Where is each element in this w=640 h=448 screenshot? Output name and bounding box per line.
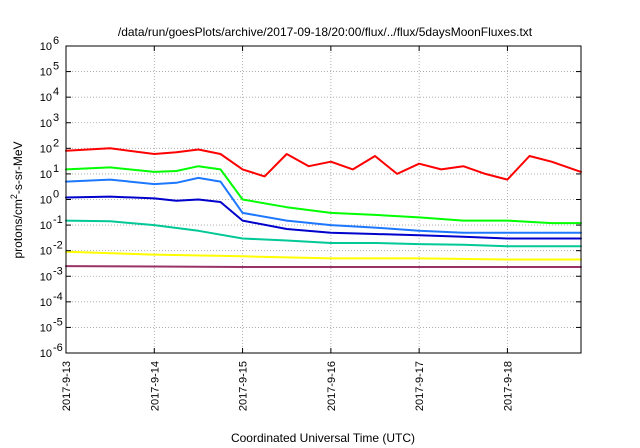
y-tick-label: 10 xyxy=(40,92,52,104)
y-tick-label: 10 xyxy=(40,118,52,130)
x-tick-label: 2017-9-13 xyxy=(61,361,73,411)
x-tick-label: 2017-9-15 xyxy=(238,361,250,411)
series-group xyxy=(65,147,582,268)
y-tick-label: 10 xyxy=(40,169,52,181)
x-axis: 2017-9-13 2017-9-14 2017-9-15 2017-9-16 2017… xyxy=(61,46,514,411)
y-tick-label: 10 xyxy=(40,348,52,360)
y-tick-label-exponent: 0 xyxy=(53,189,59,201)
x-axis-label: Coordinated Universal Time (UTC) xyxy=(231,431,415,445)
y-tick-label-exponent: 2 xyxy=(53,137,59,149)
y-tick-label: 10 xyxy=(40,271,52,283)
series-line-0 xyxy=(65,147,582,181)
y-tick-label-exponent: -4 xyxy=(53,291,63,303)
series-line-2 xyxy=(65,176,582,234)
y-tick-label-exponent: -5 xyxy=(53,316,63,328)
series-line-5 xyxy=(65,250,582,261)
y-tick-label-exponent: 3 xyxy=(53,112,59,124)
grid-lines xyxy=(66,46,581,353)
y-tick-label-exponent: 6 xyxy=(53,35,59,47)
y-tick-label: 10 xyxy=(40,297,52,309)
series-line-3 xyxy=(65,195,582,240)
x-tick-label: 2017-9-14 xyxy=(149,361,161,411)
x-tick-label: 2017-9-18 xyxy=(502,361,514,411)
x-tick-label: 2017-9-17 xyxy=(414,361,426,411)
series-line-4 xyxy=(65,219,582,248)
y-tick-label-exponent: -3 xyxy=(53,265,63,277)
y-tick-label-exponent: 1 xyxy=(53,163,59,175)
y-tick-label: 10 xyxy=(40,195,52,207)
y-tick-label-exponent: -1 xyxy=(53,214,63,226)
y-axis-label: protons/cm2-s-sr-MeV xyxy=(9,141,25,258)
x-tick-label: 2017-9-16 xyxy=(326,361,338,411)
y-tick-label: 10 xyxy=(40,41,52,53)
chart-title: /data/run/goesPlots/archive/2017-09-18/2… xyxy=(118,25,533,39)
y-tick-label: 10 xyxy=(40,322,52,334)
y-tick-label: 10 xyxy=(40,220,52,232)
y-tick-label: 10 xyxy=(40,67,52,79)
plot-frame xyxy=(65,45,582,354)
series-line-1 xyxy=(65,165,582,225)
y-tick-label-exponent: -2 xyxy=(53,240,63,252)
y-axis: 10 -610 -510 -410 -310 -210 -110 010 110 210 310 41… xyxy=(40,35,581,360)
y-tick-label-exponent: -6 xyxy=(53,342,63,354)
y-tick-label-exponent: 4 xyxy=(53,86,59,98)
y-tick-label: 10 xyxy=(40,246,52,258)
series-line-6 xyxy=(65,265,582,268)
y-tick-label: 10 xyxy=(40,143,52,155)
y-tick-label-exponent: 5 xyxy=(53,61,59,73)
